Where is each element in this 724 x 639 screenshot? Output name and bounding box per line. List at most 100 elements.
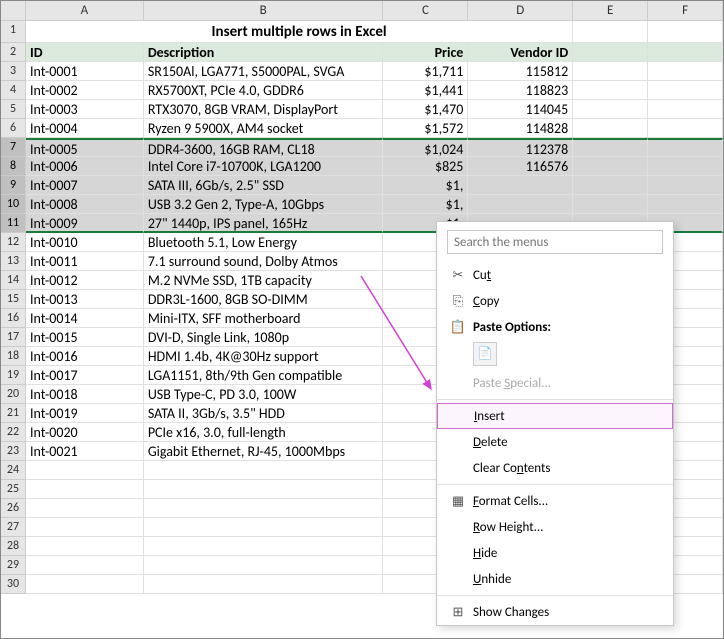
row-header[interactable]: 6 <box>1 119 26 138</box>
menu-show-changes[interactable]: ⊞ Show Changes <box>437 599 673 625</box>
row-header[interactable]: 20 <box>1 385 26 404</box>
cell[interactable] <box>573 21 648 43</box>
cell-desc[interactable] <box>144 499 384 518</box>
row-header[interactable]: 5 <box>1 100 26 119</box>
col-header-D[interactable]: D <box>468 1 573 21</box>
cell-id[interactable]: Int-0013 <box>26 290 144 309</box>
cell-id[interactable]: Int-0002 <box>26 81 144 100</box>
col-header-E[interactable]: E <box>573 1 648 21</box>
row-header[interactable]: 15 <box>1 290 26 309</box>
header-desc[interactable]: Description <box>144 43 384 62</box>
menu-cut[interactable]: ✂ Cut <box>437 262 673 288</box>
cell[interactable] <box>648 195 723 214</box>
cell[interactable] <box>648 43 723 62</box>
row-header[interactable]: 10 <box>1 195 26 214</box>
row-header[interactable]: 1 <box>1 21 26 43</box>
row-header[interactable]: 9 <box>1 176 26 195</box>
cell-id[interactable] <box>26 575 144 594</box>
row-header[interactable]: 11 <box>1 214 26 233</box>
cell-desc[interactable]: HDMI 1.4b, 4K@30Hz support <box>144 347 384 366</box>
cell-id[interactable]: Int-0007 <box>26 176 144 195</box>
cell-desc[interactable]: RX5700XT, PCIe 4.0, GDDR6 <box>144 81 384 100</box>
row-header[interactable]: 23 <box>1 442 26 461</box>
row-header[interactable]: 7 <box>1 138 26 157</box>
cell-desc[interactable]: SR150Al, LGA771, S5000PAL, SVGA <box>144 62 384 81</box>
row-header[interactable]: 30 <box>1 575 26 594</box>
row-header[interactable]: 28 <box>1 537 26 556</box>
cell-desc[interactable]: M.2 NVMe SSD, 1TB capacity <box>144 271 384 290</box>
cell-desc[interactable]: USB 3.2 Gen 2, Type-A, 10Gbps <box>144 195 384 214</box>
menu-delete[interactable]: Delete <box>437 429 673 455</box>
cell[interactable] <box>648 176 723 195</box>
cell-desc[interactable]: Gigabit Ethernet, RJ-45, 1000Mbps <box>144 442 384 461</box>
row-header[interactable]: 25 <box>1 480 26 499</box>
cell-desc[interactable]: Ryzen 9 5900X, AM4 socket <box>144 119 384 138</box>
cell-desc[interactable]: PCIe x16, 3.0, full-length <box>144 423 384 442</box>
cell-desc[interactable] <box>144 518 384 537</box>
cell[interactable] <box>573 43 648 62</box>
cell[interactable] <box>648 21 723 43</box>
cell-price[interactable]: $1, <box>383 195 468 214</box>
cell-price[interactable]: $825 <box>383 157 468 176</box>
cell-desc[interactable] <box>144 556 384 575</box>
cell[interactable] <box>573 176 648 195</box>
cell-vendor[interactable]: 114045 <box>468 100 573 119</box>
cell-desc[interactable]: Mini-ITX, SFF motherboard <box>144 309 384 328</box>
cell-desc[interactable]: USB Type-C, PD 3.0, 100W <box>144 385 384 404</box>
cell[interactable] <box>648 138 723 157</box>
row-header[interactable]: 14 <box>1 271 26 290</box>
col-header-F[interactable]: F <box>648 1 723 21</box>
col-header-A[interactable]: A <box>26 1 144 21</box>
cell[interactable] <box>648 62 723 81</box>
menu-search-input[interactable] <box>447 230 663 254</box>
cell-id[interactable]: Int-0008 <box>26 195 144 214</box>
cell-desc[interactable]: LGA1151, 8th/9th Gen compatible <box>144 366 384 385</box>
cell-vendor[interactable] <box>468 195 573 214</box>
cell-id[interactable]: Int-0021 <box>26 442 144 461</box>
cell[interactable] <box>573 138 648 157</box>
menu-hide[interactable]: Hide <box>437 540 673 566</box>
cell-id[interactable] <box>26 537 144 556</box>
header-id[interactable]: ID <box>26 43 144 62</box>
cell-id[interactable]: Int-0011 <box>26 252 144 271</box>
row-header[interactable]: 27 <box>1 518 26 537</box>
col-header-B[interactable]: B <box>144 1 384 21</box>
cell-vendor[interactable]: 114828 <box>468 119 573 138</box>
row-header[interactable]: 4 <box>1 81 26 100</box>
paste-icon[interactable]: 📄 <box>473 342 497 366</box>
menu-clear-contents[interactable]: Clear Contents <box>437 455 673 481</box>
cell-id[interactable] <box>26 518 144 537</box>
row-header[interactable]: 19 <box>1 366 26 385</box>
cell-id[interactable]: Int-0006 <box>26 157 144 176</box>
cell-desc[interactable]: SATA II, 3Gb/s, 3.5" HDD <box>144 404 384 423</box>
cell[interactable] <box>573 157 648 176</box>
cell-id[interactable]: Int-0018 <box>26 385 144 404</box>
row-header[interactable]: 8 <box>1 157 26 176</box>
cell[interactable] <box>573 195 648 214</box>
cell-desc[interactable]: 7.1 surround sound, Dolby Atmos <box>144 252 384 271</box>
cell-desc[interactable] <box>144 461 384 480</box>
cell-id[interactable]: Int-0014 <box>26 309 144 328</box>
cell-id[interactable] <box>26 556 144 575</box>
cell-desc[interactable] <box>144 575 384 594</box>
header-vendor[interactable]: Vendor ID <box>468 43 573 62</box>
row-header[interactable]: 12 <box>1 233 26 252</box>
cell-id[interactable]: Int-0012 <box>26 271 144 290</box>
cell-vendor[interactable]: 112378 <box>468 138 573 157</box>
row-header[interactable]: 2 <box>1 43 26 62</box>
menu-format-cells[interactable]: ▦ Format Cells... <box>437 488 673 514</box>
row-header[interactable]: 29 <box>1 556 26 575</box>
cell[interactable] <box>573 62 648 81</box>
cell-id[interactable] <box>26 480 144 499</box>
cell-desc[interactable]: 27" 1440p, IPS panel, 165Hz <box>144 214 384 233</box>
cell-desc[interactable]: Intel Core i7-10700K, LGA1200 <box>144 157 384 176</box>
cell-desc[interactable]: SATA III, 6Gb/s, 2.5" SSD <box>144 176 384 195</box>
cell-price[interactable]: $1,572 <box>383 119 468 138</box>
cell-price[interactable]: $1,441 <box>383 81 468 100</box>
row-header[interactable]: 21 <box>1 404 26 423</box>
cell-id[interactable]: Int-0001 <box>26 62 144 81</box>
cell[interactable] <box>648 100 723 119</box>
cell-price[interactable]: $1,024 <box>383 138 468 157</box>
row-header[interactable]: 24 <box>1 461 26 480</box>
cell[interactable] <box>573 81 648 100</box>
